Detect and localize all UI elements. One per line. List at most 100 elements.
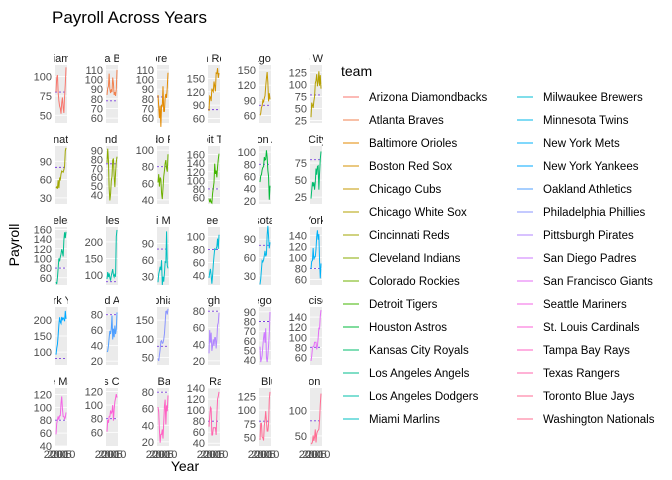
y-tick-label: 80 [244, 317, 256, 329]
y-tick-label: 60 [142, 404, 154, 416]
x-tick-label: 2005 [251, 449, 275, 461]
y-tick-label: 80 [193, 245, 205, 257]
y-tick-label: 150 [136, 315, 154, 327]
panel-background [259, 227, 271, 285]
facet-strip-label: Houston Astros [228, 134, 303, 146]
y-tick-label: 75 [295, 91, 307, 103]
legend-item: Milwaukee Brewers [517, 92, 643, 104]
y-tick-label: 90 [40, 156, 52, 168]
y-tick-label: 80 [40, 263, 52, 275]
facet-strip-label: San Diego Padres [220, 295, 310, 307]
facet-panel: Los Angeles Dodgers 100 150 200 [60, 215, 165, 285]
series-line [208, 68, 220, 111]
y-tick-label: 60 [295, 274, 307, 286]
facet-strip-label: Miami Marlins [129, 215, 197, 227]
y-tick-label: 90 [91, 145, 103, 157]
legend-label: San Francisco Giants [543, 276, 653, 288]
y-tick-label: 60 [193, 323, 205, 335]
legend-label: Toronto Blue Jays [543, 391, 635, 403]
facet-strip-label: New York Yankees [15, 295, 107, 307]
legend-item: Boston Red Sox [343, 161, 452, 173]
y-tick-label: 40 [193, 270, 205, 282]
y-tick-label: 20 [142, 437, 154, 449]
y-tick-label: 140 [187, 383, 205, 395]
y-tick-label: 60 [295, 352, 307, 364]
y-tick-label: 140 [34, 234, 52, 246]
y-tick-label: 100 [34, 402, 52, 414]
y-tick-label: 80 [295, 263, 307, 275]
y-tick-label: 60 [193, 257, 205, 269]
y-tick-label: 90 [244, 307, 256, 319]
facet-strip-label: Los Angeles Dodgers [60, 215, 165, 227]
facet-strip-label: Pittsburgh Pirates [171, 295, 258, 307]
y-tick-label: 40 [91, 190, 103, 202]
y-tick-label: 20 [91, 356, 103, 368]
series-line [259, 225, 271, 285]
panel-background [208, 307, 220, 365]
legend-label: Tampa Bay Rays [543, 345, 630, 357]
y-tick-label: 140 [289, 230, 307, 242]
legend-item: Atlanta Braves [343, 115, 444, 127]
series-line [157, 395, 169, 443]
facet-strip-label: Kansas City Royals [268, 134, 364, 146]
facet-strip-label: Baltimore Orioles [121, 53, 206, 65]
y-axis-title: Payroll [6, 224, 22, 267]
y-tick-label: 60 [142, 178, 154, 190]
y-tick-label: 40 [244, 184, 256, 196]
facet-strip-label: Oakland Athletics [70, 295, 155, 307]
y-tick-label: 80 [193, 184, 205, 196]
y-tick-label: 100 [289, 252, 307, 264]
legend-item: Miami Marlins [343, 414, 440, 426]
series-line [208, 153, 220, 205]
y-tick-label: 70 [244, 326, 256, 338]
series-line [55, 67, 67, 114]
y-tick-label: 60 [142, 255, 154, 267]
y-tick-label: 120 [238, 80, 256, 92]
facet-panel: New York Yankees 100 150 200 [15, 295, 107, 365]
x-tick-label: 2010 [204, 449, 228, 461]
legend-label: St. Louis Cardinals [543, 322, 640, 334]
legend-label: Los Angeles Dodgers [369, 391, 479, 403]
y-tick-label: 120 [34, 244, 52, 256]
y-tick-label: 100 [85, 270, 103, 282]
y-tick-label: 75 [244, 419, 256, 431]
y-tick-label: 120 [289, 322, 307, 334]
legend-label: Oakland Athletics [543, 184, 632, 196]
y-tick-label: 70 [91, 104, 103, 116]
y-tick-label: 60 [193, 114, 205, 126]
series-line [157, 72, 169, 127]
series-line [157, 231, 169, 286]
panel-background [310, 388, 322, 446]
series-line [259, 150, 271, 200]
y-tick-label: 80 [193, 306, 205, 318]
legend-item: Oakland Athletics [517, 184, 632, 196]
panel-background [310, 65, 322, 123]
y-tick-label: 120 [187, 167, 205, 179]
legend-label: Chicago Cubs [369, 184, 441, 196]
legend-item: Cleveland Indians [343, 253, 461, 265]
legend-item: St. Louis Cardinals [517, 322, 640, 334]
x-tick-label: 2010 [102, 449, 126, 461]
facet-strip-label: Minnesota Twins [224, 215, 306, 227]
y-tick-label: 25 [295, 116, 307, 128]
legend-item: Detroit Tigers [343, 299, 438, 311]
y-tick-label: 140 [289, 312, 307, 324]
legend-label: Minnesota Twins [543, 115, 629, 127]
facet-panel: Minnesota Twins 30 60 90 [224, 215, 306, 285]
y-tick-label: 50 [295, 104, 307, 116]
y-tick-label: 120 [187, 394, 205, 406]
y-tick-label: 100 [34, 347, 52, 359]
panel-background [106, 307, 118, 365]
legend-label: Detroit Tigers [369, 299, 438, 311]
legend-label: Houston Astros [369, 322, 447, 334]
y-tick-label: 80 [295, 342, 307, 354]
y-tick-label: 70 [91, 163, 103, 175]
y-tick-label: 80 [142, 387, 154, 399]
facet-strip-label: Texas Rangers [177, 376, 251, 388]
legend-item: Baltimore Orioles [343, 138, 457, 150]
